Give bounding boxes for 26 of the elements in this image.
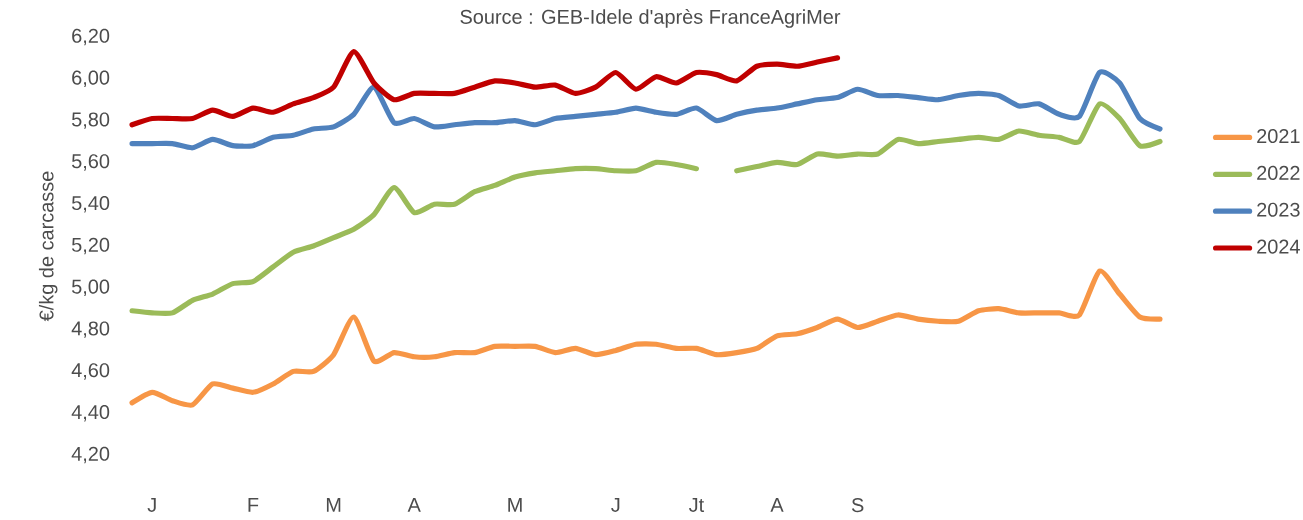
y-axis-title: €/kg de carcasse — [38, 171, 58, 322]
y-tick-label: 4,40 — [71, 404, 110, 422]
y-tick-label: 6,00 — [72, 70, 110, 88]
legend-label: 2021 — [1257, 128, 1300, 144]
x-tick-label: A — [770, 498, 784, 512]
y-tick-label: 6,20 — [72, 28, 110, 46]
x-tick-label: S — [851, 498, 864, 513]
x-tick-label: Jt — [688, 498, 705, 512]
y-tick-label: 5,20 — [71, 237, 110, 255]
y-tick-label: 4,80 — [71, 321, 110, 338]
y-tick-label: 5,60 — [71, 154, 110, 171]
y-tick-label: 4,20 — [71, 446, 110, 464]
legend-label: 2022 — [1257, 165, 1300, 180]
x-tick-label: F — [248, 498, 259, 512]
y-tick-label: 5,00 — [71, 279, 110, 297]
y-tick-label: 5,40 — [71, 195, 110, 213]
x-tick-label: A — [407, 498, 421, 512]
x-tick-label: J — [611, 498, 620, 512]
y-tick-label: 5,80 — [71, 112, 110, 129]
x-tick-label: M — [326, 498, 341, 512]
y-tick-label: 4,60 — [71, 363, 110, 380]
legend-label: 2024 — [1257, 239, 1300, 254]
source-note: Source : GEB-Idele d'après FranceAgriMer — [460, 9, 841, 28]
legend-label: 2023 — [1257, 202, 1300, 217]
x-tick-label: M — [508, 498, 522, 512]
x-tick-label: J — [147, 498, 156, 512]
